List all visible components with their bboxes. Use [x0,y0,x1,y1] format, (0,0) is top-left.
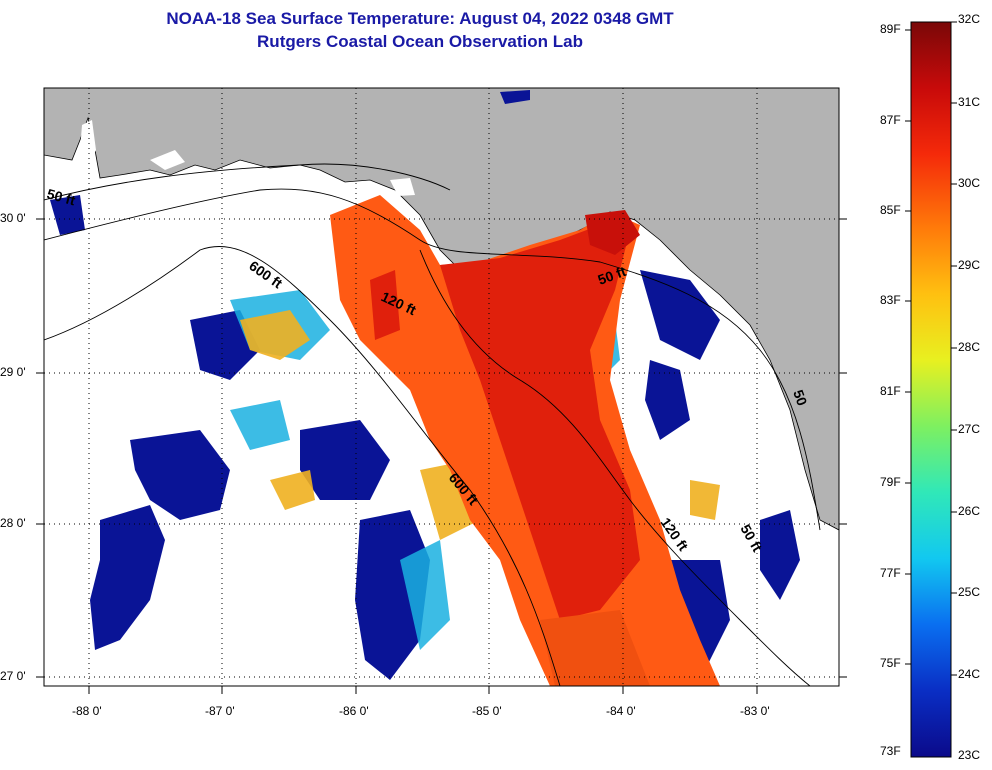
lon-tick-label: -85 0' [472,704,502,718]
hot-water-core [585,210,640,255]
lon-tick-label: -84 0' [606,704,636,718]
colorbar-label-c: 24C [958,667,981,681]
colorbar-label-c: 30C [958,176,981,190]
colorbar-label-c: 31C [958,95,981,109]
title-line-1: NOAA-18 Sea Surface Temperature: August … [166,9,674,28]
lat-tick-label: 28 0' [0,516,26,530]
contour-label: 50 [790,388,810,408]
hot-water-core [370,270,400,340]
colorbar-label-f: 77F [880,566,901,580]
contour-label: 50 ft [45,185,77,208]
colorbar-label-c: 29C [958,258,981,272]
bay [80,120,96,165]
lon-tick-label: -87 0' [205,704,235,718]
colorbar-label-f: 79F [880,475,901,489]
colorbar-label-f: 73F [880,744,901,758]
lat-tick-label: 27 0' [0,669,26,683]
title-line-2: Rutgers Coastal Ocean Observation Lab [257,32,583,51]
lat-tick-label: 29 0' [0,365,26,379]
lon-tick-label: -83 0' [740,704,770,718]
lon-tick-label: -88 0' [72,704,102,718]
colorbar-label-f: 81F [880,384,901,398]
colorbar-label-c: 26C [958,504,981,518]
bathymetry-contours [44,163,821,686]
colorbar-label-f: 75F [880,656,901,670]
colorbar-label-f: 89F [880,22,901,36]
colorbar [910,21,952,758]
colorbar-label-c: 32C [958,12,981,26]
colorbar-label-f: 87F [880,113,901,127]
colorbar-label-c: 27C [958,422,981,436]
colorbar-label-c: 28C [958,340,981,354]
colorbar-label-f: 83F [880,293,901,307]
hot-water-core [440,225,640,620]
map-panel: 50 ft 600 ft 120 ft 50 ft 600 ft 120 ft … [44,88,839,686]
land-mass [44,88,839,531]
bay [390,178,415,196]
colorbar-label-c: 23C [958,748,981,762]
colorbar-ticks [905,21,957,676]
colorbar-label-c: 25C [958,585,981,599]
bay [150,150,185,170]
lat-tick-label: 30 0' [0,211,26,225]
lon-tick-label: -86 0' [339,704,369,718]
colorbar-label-f: 85F [880,203,901,217]
axis-ticks [36,218,847,694]
map-frame [43,87,840,687]
